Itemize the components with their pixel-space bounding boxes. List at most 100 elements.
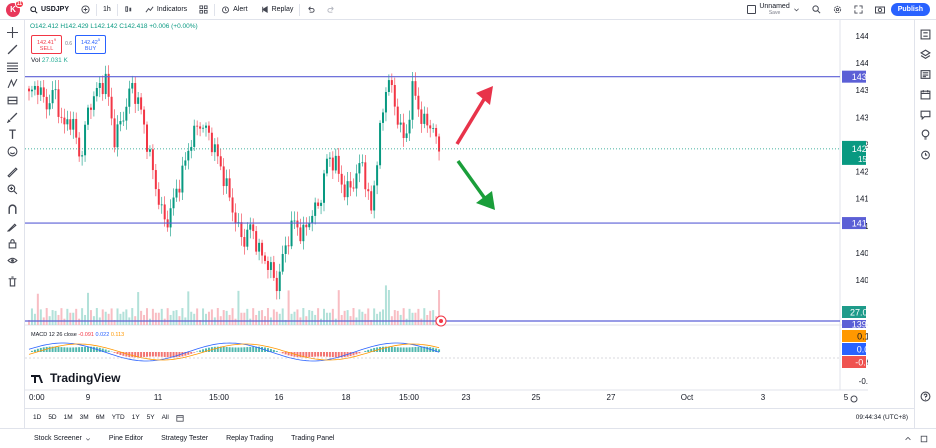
macd-histogram-bar [131,352,134,358]
help-button[interactable] [918,388,934,404]
redo-button[interactable] [321,0,342,20]
range-all[interactable]: All [161,414,169,421]
go-to-date-icon[interactable] [176,414,184,422]
collapse-icon[interactable] [904,435,912,443]
candle-body [429,125,432,129]
macd-signal-axis-label: 0.113 [857,332,868,342]
layout-button[interactable]: Unnamed Save [741,0,805,20]
text-tool[interactable] [4,127,20,143]
chart-type-button[interactable] [118,0,139,20]
macd-histogram-bar [48,346,51,352]
candle-body [175,188,178,198]
candle-body [219,156,222,167]
measure-tool[interactable] [4,164,20,180]
delete-tool[interactable] [4,273,20,289]
indicators-button[interactable]: Indicators [139,0,193,20]
magnet-tool[interactable] [4,202,20,218]
snapshot-button[interactable] [869,0,891,20]
news-button[interactable] [918,66,934,82]
alerts-panel-button[interactable] [918,146,934,162]
trendline-tool[interactable] [4,42,20,58]
undo-button[interactable] [300,0,321,20]
brush-tool[interactable] [4,110,20,126]
redo-icon [327,6,334,13]
buy-button[interactable]: 142.425 BUY [75,35,107,54]
fullscreen-button[interactable] [848,0,869,20]
tab-label: Replay Trading [226,435,274,442]
chart-pane[interactable]: 144.500144.000143.500143.000142.500142.0… [25,20,868,403]
fib-tool[interactable] [4,59,20,75]
volume-bar [255,314,258,325]
maximize-icon[interactable] [920,435,928,443]
candle-body [210,132,213,153]
volume-bar [51,310,54,325]
tab-replay-trading[interactable]: Replay Trading [226,435,273,442]
clock-display[interactable]: 09:44:34 (UTC+8) [855,414,908,421]
settings-button[interactable] [827,0,848,20]
legend-ohlc: O142.412 H142.429 L142.142 C142.418 +0.0… [30,23,198,30]
symbol-search[interactable]: USDJPY [24,0,75,20]
candle-body [78,137,81,157]
date-range-bar: 1D 5D 1M 3M 6M YTD 1Y 5Y All 09:44:34 (U… [25,408,914,426]
lock-tool[interactable] [4,236,20,252]
candle-body [325,158,328,174]
volume-bar [346,310,349,325]
crosshair-tool[interactable] [4,25,20,41]
calendar-button[interactable] [918,86,934,102]
eye-icon [6,257,18,264]
templates-button[interactable] [193,0,214,20]
candle-body [39,87,42,95]
candle-body [299,227,302,242]
range-5d[interactable]: 5D [48,414,57,421]
sell-button[interactable]: 142.419 SELL [31,35,63,54]
range-1y[interactable]: 1Y [131,414,140,421]
candle-body [411,81,414,120]
macd-histogram-bar [134,352,137,358]
up-arrow-head [476,86,493,105]
price-chart[interactable]: 144.500144.000143.500143.000142.500142.0… [25,20,868,408]
tab-pine-editor[interactable]: Pine Editor [109,435,143,442]
volume-bar [261,310,264,325]
range-3m[interactable]: 3M [79,414,89,421]
candle-body [376,165,379,186]
profile-avatar[interactable]: K 11 [6,0,24,17]
candle-body [358,163,361,174]
time-tick-label: 23 [462,393,471,402]
interval-button[interactable]: 1h [97,0,117,20]
stay-drawing-tool[interactable] [4,219,20,235]
hide-tool[interactable] [4,253,20,269]
volume-bar [131,308,134,325]
layers-button[interactable] [918,46,934,62]
replay-button[interactable]: Replay [254,0,300,20]
alert-button[interactable]: Alert [215,0,253,20]
volume-bar [361,311,364,325]
volume-bar [196,308,199,325]
range-6m[interactable]: 6M [95,414,105,421]
watchlist-button[interactable] [918,26,934,42]
range-ytd[interactable]: YTD [111,414,125,421]
bottom-panel-tabs: Stock Screener Pine Editor Strategy Test… [0,428,936,448]
publish-button[interactable]: Publish [890,3,930,16]
candle-body [346,181,349,198]
projection-tool[interactable] [4,93,20,109]
tab-trading-panel[interactable]: Trading Panel [291,435,334,442]
quick-search-button[interactable] [806,0,827,20]
macd-histogram-bar [323,352,325,357]
candle-body [228,178,231,198]
range-1d[interactable]: 1D [33,414,42,421]
emoji-tool[interactable] [4,144,20,160]
alert-label: Alert [233,6,248,13]
ideas-button[interactable] [918,126,934,142]
candle-body [45,96,48,110]
compare-button[interactable] [75,0,96,20]
chat-button[interactable] [918,106,934,122]
gear-icon [833,5,841,14]
range-5y[interactable]: 5Y [146,414,155,421]
zoom-tool[interactable] [4,181,20,197]
tab-stock-screener[interactable]: Stock Screener [34,435,91,442]
candle-body [213,144,216,153]
range-1m[interactable]: 1M [63,414,73,421]
pattern-tool[interactable] [4,76,20,92]
macd-histogram-bar [33,349,36,352]
tab-strategy-tester[interactable]: Strategy Tester [161,435,208,442]
